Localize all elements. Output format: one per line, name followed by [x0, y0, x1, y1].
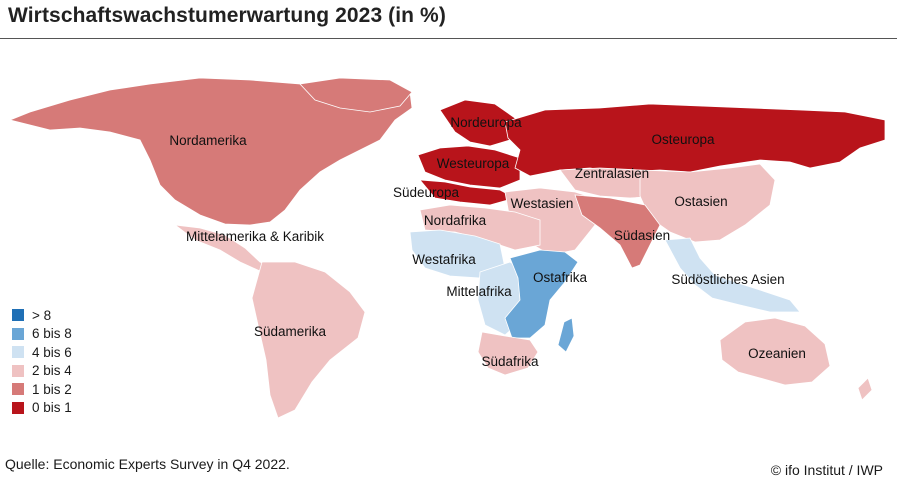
legend-swatch [12, 346, 24, 359]
legend: > 8 6 bis 8 4 bis 6 2 bis 4 1 bis 2 0 bi… [12, 306, 72, 417]
legend-label: 6 bis 8 [32, 326, 72, 342]
legend-label: 1 bis 2 [32, 381, 72, 397]
legend-label: > 8 [32, 307, 52, 323]
region-madagaskar [557, 317, 575, 353]
label-ozeanien: Ozeanien [748, 346, 806, 361]
label-nordafrika: Nordafrika [424, 213, 487, 228]
label-ostasien: Ostasien [674, 194, 727, 209]
legend-swatch [12, 383, 24, 396]
region-ozeanien [719, 317, 831, 386]
region-suedasien [574, 194, 661, 269]
legend-label: 0 bis 1 [32, 400, 72, 416]
label-westafrika: Westafrika [412, 252, 476, 267]
legend-item: 0 bis 1 [12, 399, 72, 418]
label-suedamerika: Südamerika [254, 324, 327, 339]
credit-note: © ifo Institut / IWP [770, 462, 883, 478]
region-suedostasien [664, 237, 801, 313]
label-suedeuropa: Südeuropa [393, 185, 460, 200]
region-neuseeland [857, 377, 873, 401]
legend-item: 1 bis 2 [12, 380, 72, 399]
label-suedafrika: Südafrika [481, 354, 539, 369]
region-westeuropa [417, 145, 521, 189]
title-divider [0, 38, 897, 39]
chart-title: Wirtschaftswachstumerwartung 2023 (in %) [8, 4, 446, 27]
legend-label: 2 bis 4 [32, 363, 72, 379]
legend-swatch [12, 327, 24, 340]
label-mittelafrika: Mittelafrika [446, 284, 512, 299]
legend-swatch [12, 309, 24, 322]
region-suedafrika [477, 331, 539, 376]
region-groenland [299, 77, 413, 113]
region-ostafrika [504, 249, 579, 339]
legend-swatch [12, 364, 24, 377]
legend-item: 2 bis 4 [12, 362, 72, 381]
label-mittelamerika: Mittelamerika & Karibik [186, 229, 324, 244]
legend-item: 4 bis 6 [12, 343, 72, 362]
legend-label: 4 bis 6 [32, 344, 72, 360]
label-ostafrika: Ostafrika [533, 270, 588, 285]
label-suedasien: Südasien [614, 228, 670, 243]
region-osteuropa [504, 103, 886, 177]
label-nordeuropa: Nordeuropa [450, 115, 522, 130]
legend-item: 6 bis 8 [12, 325, 72, 344]
label-suedostasien: Südöstliches Asien [671, 272, 784, 287]
label-westasien: Westasien [511, 196, 574, 211]
source-note: Quelle: Economic Experts Survey in Q4 20… [5, 456, 290, 472]
label-westeuropa: Westeuropa [437, 156, 510, 171]
label-nordamerika: Nordamerika [169, 133, 247, 148]
label-osteuropa: Osteuropa [651, 132, 715, 147]
region-suedamerika [251, 261, 366, 419]
region-nordamerika [8, 77, 413, 226]
legend-swatch [12, 401, 24, 414]
label-zentralasien: Zentralasien [575, 166, 649, 181]
legend-item: > 8 [12, 306, 72, 325]
